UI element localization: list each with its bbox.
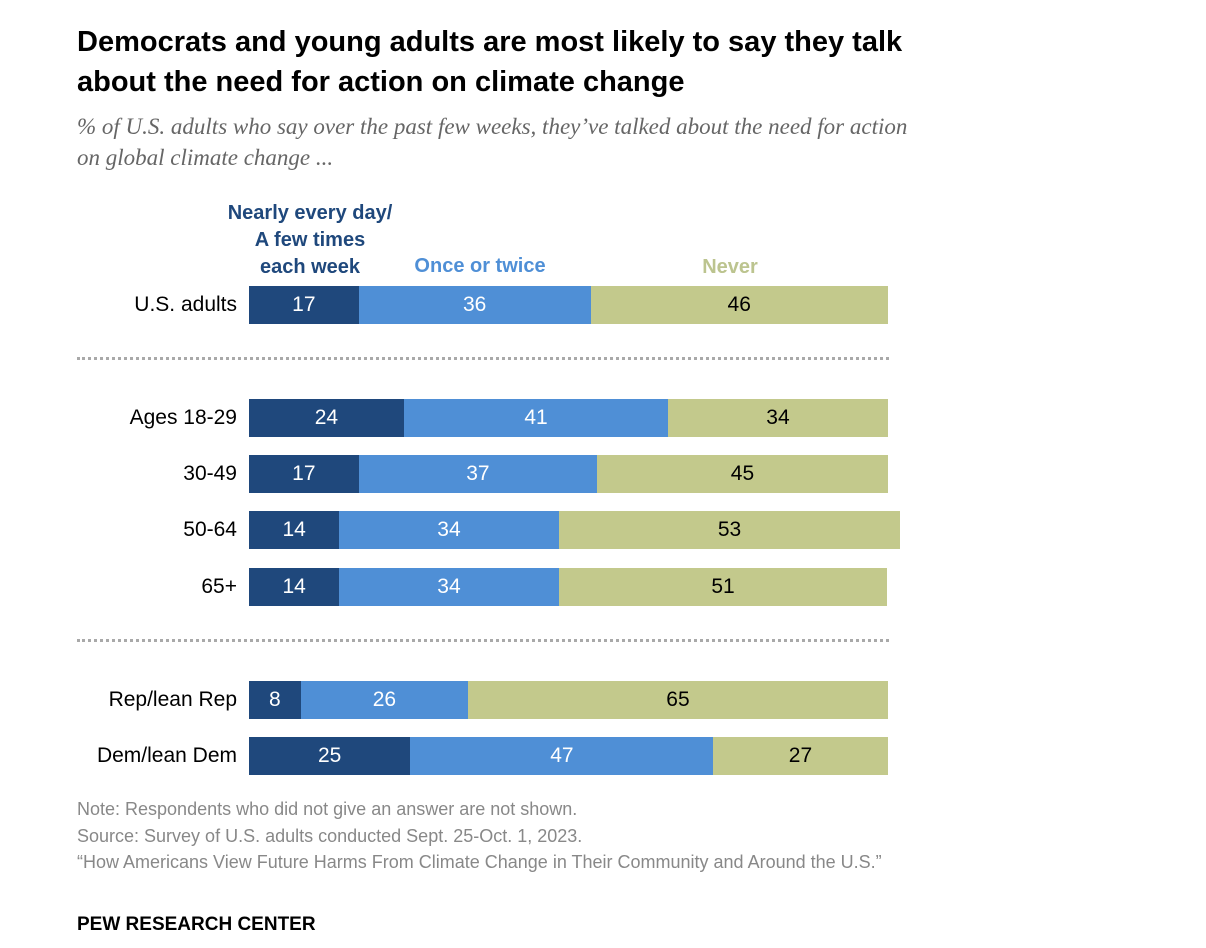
value-label-once-or-twice-u-s-adults: 36 bbox=[463, 293, 487, 316]
legend-frequent-line1: Nearly every day/ bbox=[227, 202, 393, 224]
legend-frequent: Nearly every day/ A few times each week bbox=[205, 200, 415, 281]
bar-once-or-twice-rep-lean-rep: 26 bbox=[300, 681, 469, 719]
value-label-frequent-30-49: 17 bbox=[292, 462, 316, 485]
value-label-once-or-twice-ages-18-29: 41 bbox=[524, 406, 548, 429]
row-label-ages-18-29: Ages 18-29 bbox=[129, 406, 237, 429]
value-label-frequent-ages-18-29: 24 bbox=[314, 406, 339, 429]
value-label-never-30-49: 45 bbox=[730, 462, 755, 485]
group-divider-2 bbox=[77, 639, 889, 642]
bar-once-or-twice-dem-lean-dem: 47 bbox=[410, 737, 714, 775]
report-title: “How Americans View Future Harms From Cl… bbox=[77, 852, 882, 872]
chart-notes: Note: Respondents who did not give an an… bbox=[77, 796, 907, 876]
bar-frequent-30-49: 17 bbox=[249, 455, 359, 493]
value-label-once-or-twice-dem-lean-dem: 47 bbox=[550, 744, 574, 767]
bar-once-or-twice-65: 34 bbox=[339, 568, 559, 606]
row-label-rep-lean-rep: Rep/lean Rep bbox=[108, 688, 237, 711]
legend-never: Never bbox=[702, 256, 758, 278]
row-label-u-s-adults: U.S. adults bbox=[134, 293, 237, 316]
bar-never-ages-18-29: 34 bbox=[668, 399, 888, 437]
chart-title: Democrats and young adults are most like… bbox=[77, 26, 903, 98]
bar-frequent-65: 14 bbox=[249, 568, 340, 606]
bar-frequent-dem-lean-dem: 25 bbox=[249, 737, 411, 775]
value-label-once-or-twice-65: 34 bbox=[437, 575, 461, 598]
value-label-frequent-50-64: 14 bbox=[282, 518, 306, 541]
note-text: Note: Respondents who did not give an an… bbox=[77, 799, 578, 819]
bar-frequent-ages-18-29: 24 bbox=[249, 399, 404, 437]
chart-subtitle: % of U.S. adults who say over the past f… bbox=[77, 114, 908, 170]
value-label-never-50-64: 53 bbox=[717, 518, 742, 541]
brand-logo-text: PEW RESEARCH CENTER bbox=[77, 914, 316, 935]
bar-once-or-twice-u-s-adults: 36 bbox=[358, 286, 591, 324]
bar-never-65: 51 bbox=[558, 568, 888, 606]
bar-once-or-twice-50-64: 34 bbox=[339, 511, 559, 549]
bar-never-50-64: 53 bbox=[558, 511, 901, 549]
legend-frequent-line2: A few times bbox=[254, 229, 366, 251]
value-label-never-u-s-adults: 46 bbox=[727, 293, 751, 316]
row-label-30-49: 30-49 bbox=[183, 462, 237, 485]
value-label-never-ages-18-29: 34 bbox=[766, 406, 790, 429]
value-label-once-or-twice-rep-lean-rep: 26 bbox=[372, 688, 397, 711]
bar-never-u-s-adults: 46 bbox=[590, 286, 888, 324]
bar-frequent-50-64: 14 bbox=[249, 511, 340, 549]
bar-frequent-rep-lean-rep: 8 bbox=[249, 681, 301, 719]
value-label-never-rep-lean-rep: 65 bbox=[666, 688, 690, 711]
row-label-50-64: 50-64 bbox=[183, 518, 237, 541]
legend-once-or-twice: Once or twice bbox=[414, 255, 546, 277]
value-label-once-or-twice-30-49: 37 bbox=[466, 462, 490, 485]
value-label-frequent-rep-lean-rep: 8 bbox=[268, 688, 281, 711]
legend-frequent-line3: each week bbox=[259, 256, 361, 278]
value-label-never-65: 51 bbox=[711, 575, 735, 598]
bar-once-or-twice-30-49: 37 bbox=[358, 455, 598, 493]
bar-once-or-twice-ages-18-29: 41 bbox=[403, 399, 669, 437]
bar-never-30-49: 45 bbox=[597, 455, 888, 493]
row-label-dem-lean-dem: Dem/lean Dem bbox=[96, 744, 237, 767]
bar-never-dem-lean-dem: 27 bbox=[713, 737, 888, 775]
group-divider-1 bbox=[77, 357, 889, 360]
value-label-never-dem-lean-dem: 27 bbox=[788, 744, 813, 767]
source-text: Source: Survey of U.S. adults conducted … bbox=[77, 825, 583, 846]
value-label-frequent-dem-lean-dem: 25 bbox=[317, 744, 342, 767]
value-label-frequent-65: 14 bbox=[282, 575, 306, 598]
value-label-frequent-u-s-adults: 17 bbox=[292, 293, 316, 316]
bar-never-rep-lean-rep: 65 bbox=[468, 681, 888, 719]
value-label-once-or-twice-50-64: 34 bbox=[437, 518, 461, 541]
bar-frequent-u-s-adults: 17 bbox=[249, 286, 359, 324]
row-label-65: 65+ bbox=[201, 575, 237, 598]
